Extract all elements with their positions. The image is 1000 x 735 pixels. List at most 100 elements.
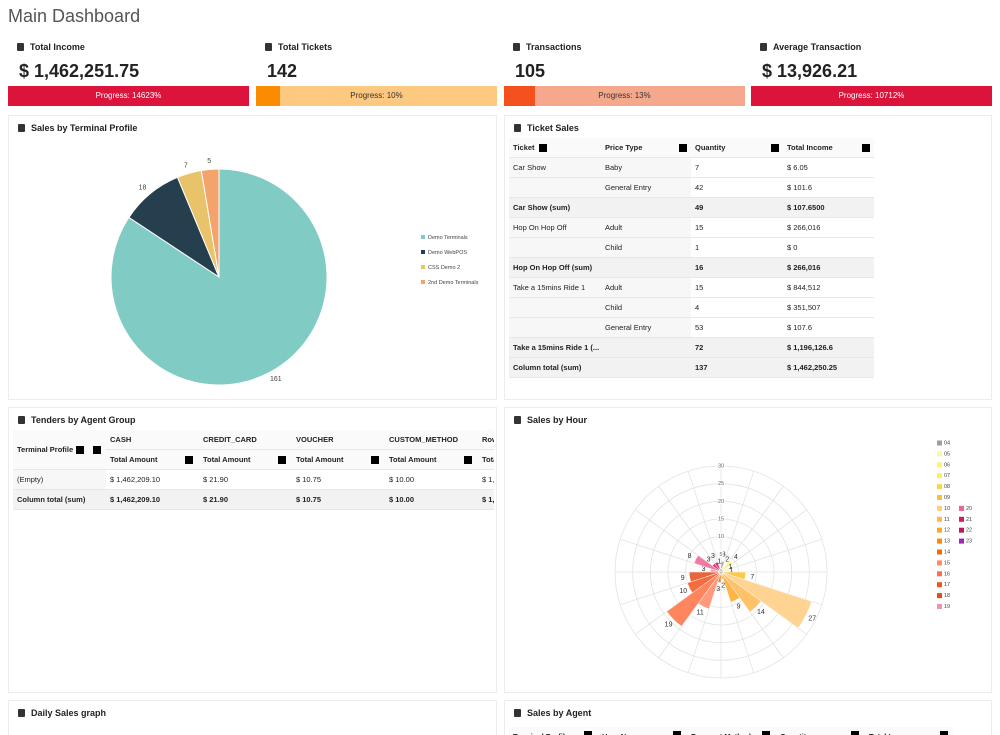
- sector-value-label: 7: [750, 574, 754, 581]
- legend-label: 05: [944, 451, 950, 457]
- panel-header: Sales by Hour: [514, 415, 587, 425]
- legend-swatch: [937, 495, 942, 500]
- panel-icon: [17, 43, 24, 51]
- column-header: Total Income: [869, 732, 915, 735]
- radial-tick-label: 30: [718, 463, 724, 469]
- table-cell: $ 107.6: [783, 318, 874, 338]
- cell-text: Child: [605, 243, 623, 252]
- cell-text: Take a 15mins Ride 1 (...: [513, 343, 600, 352]
- panel-header: Ticket Sales: [514, 123, 579, 133]
- table-cell: $ 1,196,126.6: [783, 338, 874, 358]
- legend-label: 04: [944, 440, 950, 446]
- legend-swatch: [937, 571, 942, 577]
- legend-swatch: [959, 527, 964, 533]
- progress-label: Progress: 10%: [350, 91, 403, 100]
- table-cell: 53: [691, 318, 783, 338]
- cell-text: $ 1,462,251.75: [482, 495, 494, 504]
- legend-swatch: [937, 549, 942, 555]
- radial-tick-label: 15: [718, 516, 724, 522]
- sector-value-label: 1: [717, 558, 721, 565]
- legend-label: 16: [944, 571, 950, 577]
- polar-sector: [693, 555, 722, 573]
- panel-header: Total Tickets: [265, 42, 332, 52]
- cell-text: 72: [695, 343, 704, 352]
- filter-icon: [851, 731, 859, 735]
- table-cell: 72: [691, 338, 783, 358]
- column-header: Ticket: [513, 143, 535, 152]
- cell-text: $ 21.90: [203, 495, 229, 504]
- legend-label: 19: [944, 604, 950, 610]
- table-cell: Car Show: [509, 158, 601, 178]
- legend-swatch: [937, 462, 942, 468]
- legend-swatch: [959, 538, 964, 544]
- cell-text: Hop On Hop Off: [513, 223, 567, 232]
- header-cell: CASH: [106, 430, 199, 450]
- table-cell: Adult: [601, 278, 691, 298]
- sector-value-label: 9: [737, 603, 741, 610]
- header-cell: Ticket: [509, 138, 601, 158]
- table-cell: Column total (sum): [13, 490, 106, 510]
- cell-text: $ 1,462,209.10: [110, 495, 161, 504]
- panel-icon: [18, 124, 25, 132]
- legend-label: 06: [944, 462, 950, 468]
- header-cell: Total Income: [865, 727, 953, 735]
- filter-icon: [93, 446, 101, 454]
- legend-label: 09: [944, 495, 950, 501]
- legend-swatch: [421, 235, 425, 239]
- table-cell: 15: [691, 278, 783, 298]
- table-cell: $ 1,462,209.10: [106, 490, 199, 510]
- cell-text: $ 101.6: [787, 183, 813, 192]
- cell-text: $ 10.00: [389, 475, 415, 484]
- legend-label: 22: [966, 528, 972, 534]
- panel-header: Total Income: [17, 42, 85, 52]
- sector-value-label: 9: [681, 575, 685, 582]
- row-header: Terminal Profile: [17, 445, 74, 454]
- panel-icon: [265, 43, 272, 51]
- legend-label: 11: [944, 517, 950, 523]
- header-cell: User Name: [598, 727, 687, 735]
- table-cell: [509, 238, 601, 258]
- table-cell: $ 0: [783, 238, 874, 258]
- panel-title: Tenders by Agent Group: [31, 415, 136, 425]
- sector-value-label: 3: [716, 586, 720, 593]
- filter-icon: [679, 144, 687, 152]
- table-cell: $ 266,016: [783, 258, 874, 278]
- cell-text: 15: [695, 223, 704, 232]
- panel: Ticket Sales Ticket Price Type Quantity Tota…: [504, 115, 992, 400]
- cell-text: 4: [695, 303, 700, 312]
- table-cell: Adult: [601, 218, 691, 238]
- legend-swatch: [937, 560, 942, 566]
- legend-label: 18: [944, 593, 950, 599]
- panel: Tenders by Agent Group Terminal Profile CA…: [8, 407, 497, 693]
- sector-value-label: 2: [721, 583, 725, 590]
- cell-text: $ 21.90: [203, 475, 229, 484]
- progress-label: Progress: 14623%: [95, 91, 162, 100]
- panel: Transactions 105 Progress: 13%: [504, 35, 745, 108]
- table-cell: Baby: [601, 158, 691, 178]
- table-cell: Child: [601, 238, 691, 258]
- panel-header: Sales by Terminal Profile: [18, 123, 137, 133]
- measure-header: Total Amount: [203, 455, 251, 464]
- legend-swatch: [937, 538, 942, 544]
- radial-tick-label: 20: [718, 499, 724, 505]
- sector-value-label: 3: [707, 556, 711, 563]
- panel-header: Transactions: [513, 42, 582, 52]
- column-header: VOUCHER: [296, 435, 334, 444]
- kpi-value: $ 1,462,251.75: [19, 61, 140, 81]
- column-header: CREDIT_CARD: [203, 435, 257, 444]
- legend-label: CSS Demo 2: [428, 265, 460, 271]
- table-cell: [509, 298, 601, 318]
- sector-value-label: 1: [729, 567, 733, 574]
- filter-icon: [940, 731, 948, 735]
- cell-text: $ 1,462,209.10: [110, 475, 161, 484]
- ticket-table: Ticket Price Type Quantity Total Income Car …: [509, 138, 874, 378]
- radial-tick-label: 0: [719, 569, 722, 575]
- radial-tick-label: 10: [718, 534, 724, 540]
- table-cell: $ 10.00: [385, 470, 478, 490]
- cell-text: $ 1,196,126.6: [787, 343, 833, 352]
- legend-swatch: [959, 505, 964, 511]
- cell-text: General Entry: [605, 183, 652, 192]
- cell-text: $ 844,512: [787, 283, 821, 292]
- filter-icon: [185, 456, 193, 464]
- header-cell: Total Amount: [106, 450, 199, 470]
